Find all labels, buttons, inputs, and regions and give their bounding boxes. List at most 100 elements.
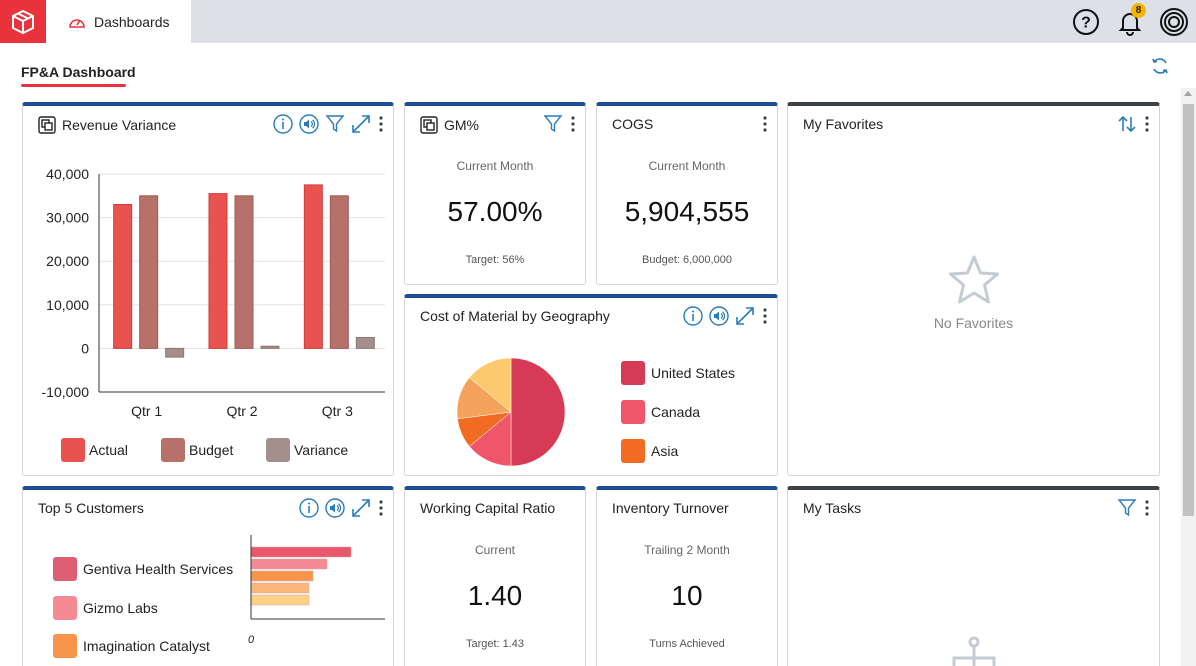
pie-slice-1[interactable] (510, 357, 566, 467)
user-menu-button[interactable] (1152, 0, 1196, 43)
legend-item-gentiva: Gentiva Health Services (53, 557, 233, 581)
sort-icon[interactable] (1117, 114, 1137, 134)
help-button[interactable]: ? (1064, 0, 1108, 43)
info-icon[interactable] (683, 306, 703, 326)
customer-bar-4[interactable] (250, 582, 310, 594)
revenue-variance-chart: 40,000 30,000 20,000 10,000 0 -10,000 Qtr 1 Qtr… (42, 166, 385, 462)
speaker-icon[interactable] (299, 114, 319, 134)
bar-budget-1[interactable] (139, 195, 159, 349)
legend-label: Canada (651, 404, 701, 420)
more-options-icon[interactable] (569, 114, 577, 134)
y-tick-label: 30,000 (46, 210, 89, 226)
legend-swatch (53, 596, 77, 620)
cost-geo-card: Cost of Material by Geography United Sta… (404, 294, 778, 476)
inventory-value: 10 (671, 580, 703, 611)
expand-icon[interactable] (351, 114, 371, 134)
legend-item-united-states: United States (621, 361, 735, 385)
cost-geo-title: Cost of Material by Geography (420, 308, 610, 324)
legend-swatch (621, 439, 645, 463)
legend-item-canada: Canada (621, 400, 700, 424)
wcr-card: Working Capital Ratio Current 1.40 Targe… (404, 486, 586, 666)
wcr-target: Target: 1.43 (465, 638, 525, 650)
info-icon[interactable] (273, 114, 293, 134)
page-title[interactable]: FP&A Dashboard (21, 64, 136, 80)
copy-icon[interactable] (38, 116, 56, 134)
star-icon (949, 255, 999, 304)
scrollbar-thumb[interactable] (1183, 104, 1194, 516)
revenue-variance-title: Revenue Variance (62, 117, 177, 133)
speaker-icon[interactable] (709, 306, 729, 326)
legend-swatch (266, 438, 290, 462)
x-tick-label: Qtr 2 (226, 403, 257, 419)
customer-bar-2[interactable] (250, 558, 328, 570)
customer-bar-3[interactable] (250, 570, 314, 582)
y-tick-label: 0 (81, 340, 89, 356)
filter-icon[interactable] (325, 114, 345, 134)
app-logo[interactable] (0, 0, 46, 43)
filter-icon[interactable] (543, 114, 563, 134)
gm-target: Target: 56% (465, 254, 525, 266)
legend-label: Asia (651, 443, 679, 459)
speaker-icon[interactable] (325, 498, 345, 518)
copy-icon[interactable] (420, 116, 438, 134)
bar-variance-3[interactable] (355, 337, 375, 349)
bar-budget-3[interactable] (329, 195, 349, 349)
user-target-icon (1160, 7, 1188, 36)
top-bar: Dashboards ? 8 (0, 0, 1196, 43)
more-options-icon[interactable] (1143, 114, 1151, 134)
page-title-underline (21, 84, 126, 87)
legend-item-asia: Asia (621, 439, 678, 463)
tab-dashboards-label: Dashboards (94, 13, 170, 30)
y-tick-label: 10,000 (46, 297, 89, 313)
x-tick-label: Qtr 1 (131, 403, 162, 419)
legend-item-imagination: Imagination Catalyst (53, 634, 210, 658)
gauge-icon (68, 14, 86, 30)
gm-card: GM% Current Month 57.00% Target: 56% (404, 102, 586, 285)
refresh-icon (1152, 58, 1168, 74)
legend-label: Actual (89, 442, 128, 458)
customer-bar-5[interactable] (250, 594, 310, 606)
legend-swatch (621, 400, 645, 424)
inventory-sub: Turns Achieved (649, 638, 725, 650)
legend-swatch (53, 557, 77, 581)
cogs-value: 5,904,555 (624, 196, 750, 227)
notifications-button[interactable]: 8 (1108, 0, 1152, 43)
legend-swatch (53, 634, 77, 658)
refresh-button[interactable] (1150, 56, 1170, 76)
bar-actual-2[interactable] (208, 193, 228, 349)
y-tick-label: 20,000 (46, 253, 89, 269)
scroll-up-arrow[interactable] (1184, 91, 1192, 96)
more-options-icon[interactable] (761, 114, 769, 134)
tab-dashboards[interactable]: Dashboards (46, 0, 191, 43)
x-tick-label: Qtr 3 (322, 403, 353, 419)
bar-actual-1[interactable] (113, 204, 133, 349)
cogs-label: Current Month (648, 159, 726, 173)
info-icon[interactable] (299, 498, 319, 518)
expand-icon[interactable] (735, 306, 755, 326)
gm-label: Current Month (456, 159, 534, 173)
inventory-label: Trailing 2 Month (644, 543, 730, 557)
filter-icon[interactable] (1117, 498, 1137, 518)
bar-variance-2[interactable] (260, 345, 280, 349)
cube-logo-icon (12, 9, 34, 34)
inventory-title: Inventory Turnover (612, 500, 729, 516)
legend-swatch (61, 438, 85, 462)
expand-icon[interactable] (351, 498, 371, 518)
more-options-icon[interactable] (377, 114, 385, 134)
legend-label: United States (651, 365, 736, 381)
more-options-icon[interactable] (377, 498, 385, 518)
bar-budget-2[interactable] (234, 195, 254, 349)
wcr-title: Working Capital Ratio (420, 500, 556, 516)
pie-slice-5[interactable] (469, 357, 512, 413)
cost-geo-pie-chart (456, 357, 566, 467)
customer-bar-1[interactable] (250, 546, 352, 558)
more-options-icon[interactable] (1143, 498, 1151, 518)
bar-variance-1[interactable] (165, 347, 185, 358)
bar-actual-3[interactable] (303, 184, 323, 349)
legend-item-gizmo: Gizmo Labs (53, 596, 158, 620)
no-favorites-text: No Favorites (933, 315, 1014, 331)
legend-label: Gentiva Health Services (83, 561, 234, 577)
top-customers-bar-chart: 0 (248, 535, 385, 646)
more-options-icon[interactable] (761, 306, 769, 326)
wcr-value: 1.40 (467, 580, 523, 611)
